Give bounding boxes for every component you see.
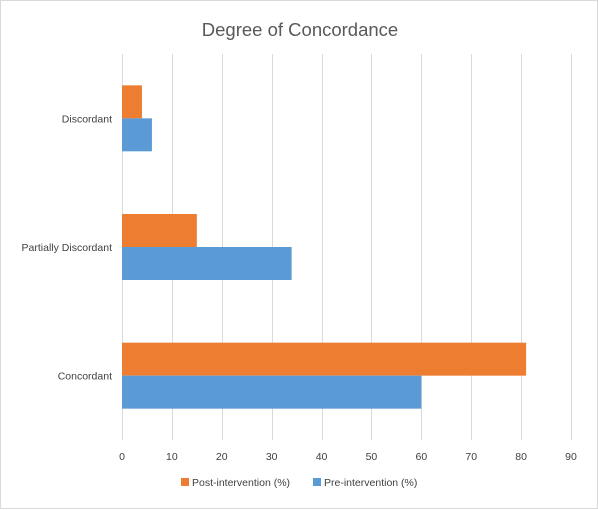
category-labels: Concordant Partially Discordant Discordant: [22, 113, 113, 382]
x-tick-label: 60: [415, 451, 427, 463]
bar-pre-intervention: [122, 118, 152, 152]
x-tick-label: 80: [515, 451, 527, 463]
x-tick-label: 50: [366, 451, 378, 463]
x-tick-label: 20: [216, 451, 228, 463]
x-tick-label: 40: [316, 451, 328, 463]
chart-title: Degree of Concordance: [202, 19, 398, 40]
bar-post-intervention: [122, 214, 197, 247]
legend-swatch: [313, 478, 321, 486]
bar-post-intervention: [122, 342, 527, 376]
category-label: Partially Discordant: [22, 242, 113, 254]
bar-pre-intervention: [122, 247, 292, 280]
x-tick-label: 70: [465, 451, 477, 463]
category-label: Concordant: [58, 371, 112, 383]
bar-post-intervention: [122, 85, 142, 119]
x-tick-labels: 0 10 20 30 40 50 60 70 80 90: [119, 451, 577, 463]
gridlines: [122, 54, 572, 440]
x-tick-label: 0: [119, 451, 125, 463]
category-label: Discordant: [62, 113, 112, 125]
legend-label: Pre-intervention (%): [324, 477, 417, 489]
legend: Post-intervention (%) Pre-intervention (%…: [181, 477, 417, 489]
x-tick-label: 30: [266, 451, 278, 463]
bars: [122, 85, 527, 409]
x-tick-label: 90: [565, 451, 577, 463]
x-tick-label: 10: [166, 451, 178, 463]
legend-label: Post-intervention (%): [192, 477, 290, 489]
bar-pre-intervention: [122, 375, 422, 409]
legend-swatch: [181, 478, 189, 486]
